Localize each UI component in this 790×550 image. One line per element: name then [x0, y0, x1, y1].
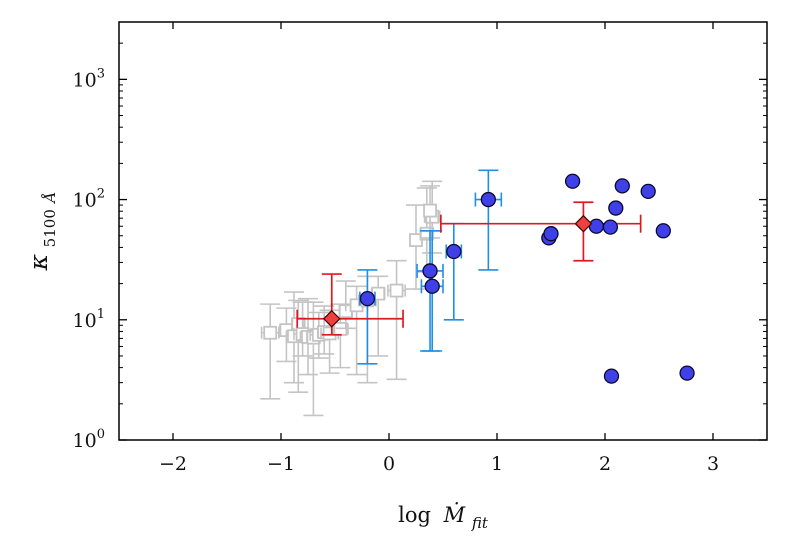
- x-tick-label-4: 2: [599, 453, 611, 475]
- blue-circle-3: [446, 243, 462, 260]
- gray-point-0-marker: [263, 325, 278, 340]
- red-point-0-marker: [322, 309, 341, 328]
- y-tick-label-2-base: 10: [73, 190, 97, 212]
- blue-circle-6: [543, 226, 559, 242]
- red-marker-layer: [322, 214, 593, 328]
- y-tick-label-1: 101: [73, 307, 105, 332]
- x-tick-label-3: 1: [491, 453, 503, 475]
- blue-series-layer: [359, 173, 695, 384]
- red-point-1-marker: [574, 214, 593, 233]
- y-tick-label-1-base: 10: [73, 310, 97, 332]
- y-axis-label-unit: Å: [41, 192, 59, 205]
- gray-series-layer: [260, 180, 443, 417]
- y-tick-label-3: 103: [73, 66, 105, 91]
- blue-circle-1: [422, 263, 438, 279]
- blue-circle-12: [640, 183, 656, 200]
- blue-circle-4: [480, 191, 497, 208]
- x-tick-label-1: −1: [267, 453, 295, 475]
- blue-circle-10: [608, 200, 624, 216]
- blue-circle-0: [359, 290, 376, 307]
- x-tick-label-2: 0: [383, 453, 395, 475]
- x-axis-label-symbol: Ṁ: [443, 503, 466, 527]
- y-axis-label-group: κ 5100 Å: [24, 192, 60, 272]
- plot-frame: [118, 21, 768, 441]
- x-axis-label-prefix: log: [398, 503, 431, 527]
- x-tick-label-0: −2: [159, 453, 187, 475]
- y-tick-label-0-base: 10: [73, 430, 97, 452]
- y-tick-label-3-base: 10: [73, 69, 97, 91]
- blue-circle-2: [424, 278, 440, 294]
- blue-circle-7: [564, 173, 581, 189]
- y-axis-label-subscript: 5100: [41, 209, 59, 247]
- y-tick-label-1-exponent: 1: [97, 307, 105, 322]
- blue-circle-8: [588, 218, 605, 234]
- blue-circle-13: [655, 223, 671, 239]
- y-tick-label-3-exponent: 3: [97, 66, 105, 81]
- x-tick-label-5: 3: [707, 453, 719, 475]
- y-axis-label: κ 5100 Å: [24, 192, 60, 272]
- blue-circle-9: [602, 219, 619, 235]
- y-tick-label-0: 100: [73, 427, 105, 452]
- blue-circle-14: [603, 368, 620, 384]
- x-axis-label: log Ṁ fit: [398, 503, 489, 532]
- blue-circle-15: [679, 365, 695, 381]
- y-axis-label-symbol: κ: [24, 253, 53, 271]
- y-tick-label-2-exponent: 2: [97, 187, 105, 202]
- y-tick-label-2: 102: [73, 187, 105, 212]
- gray-point-19-marker: [423, 203, 437, 218]
- x-axis-label-subscript: fit: [471, 514, 489, 532]
- blue-circle-11: [614, 178, 630, 194]
- y-tick-label-0-exponent: 0: [97, 427, 105, 442]
- gray-point-15-marker: [389, 283, 404, 298]
